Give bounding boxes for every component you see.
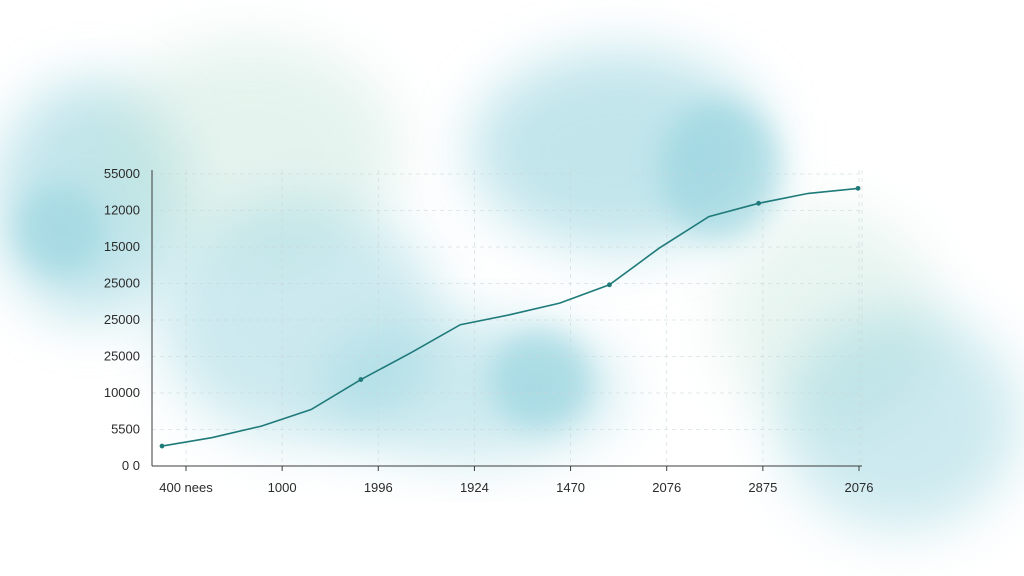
y-tick-label: 25000 — [104, 276, 140, 291]
watercolor-wash-10 — [15, 185, 105, 275]
y-tick-label: 25000 — [104, 349, 140, 364]
data-point — [756, 200, 761, 206]
x-tick-label: 1470 — [556, 480, 585, 495]
y-tick-labels: 0 0 5500 10000 25000 25000 25000 15000 12000 550… — [104, 166, 140, 473]
y-tick-label: 25000 — [104, 312, 140, 327]
x-tick-label: 2875 — [748, 480, 777, 495]
x-tick-label: 400 nees — [159, 480, 213, 495]
series-line — [161, 187, 859, 447]
watercolor-wash-5 — [660, 100, 780, 240]
y-tick-label: 15000 — [104, 239, 140, 254]
chart-grid — [152, 170, 863, 471]
series-group — [159, 185, 861, 449]
y-tick-label: 0 0 — [122, 458, 140, 473]
x-tick-label: 1996 — [364, 480, 393, 495]
y-tick-label: 10000 — [104, 385, 140, 400]
y-tick-label: 5500 — [111, 422, 140, 437]
x-tick-label: 2076 — [845, 480, 874, 495]
data-point — [358, 377, 364, 382]
x-tick-label: 2076 — [652, 480, 681, 495]
y-tick-label: 55000 — [104, 166, 140, 181]
y-tick-label: 12000 — [104, 203, 140, 218]
x-tick-label: 1000 — [268, 480, 297, 495]
watercolor-wash-7 — [490, 330, 590, 430]
x-tick-label: 1924 — [460, 480, 489, 495]
watercolor-wash-9 — [780, 310, 1020, 530]
data-point — [159, 443, 165, 449]
data-point — [607, 282, 612, 288]
x-tick-labels: 400 nees 1000 1996 1924 1470 2076 2875 2076 — [159, 480, 873, 495]
chart-axes — [151, 170, 862, 467]
watercolor-background — [0, 40, 1020, 530]
data-point — [855, 185, 861, 191]
